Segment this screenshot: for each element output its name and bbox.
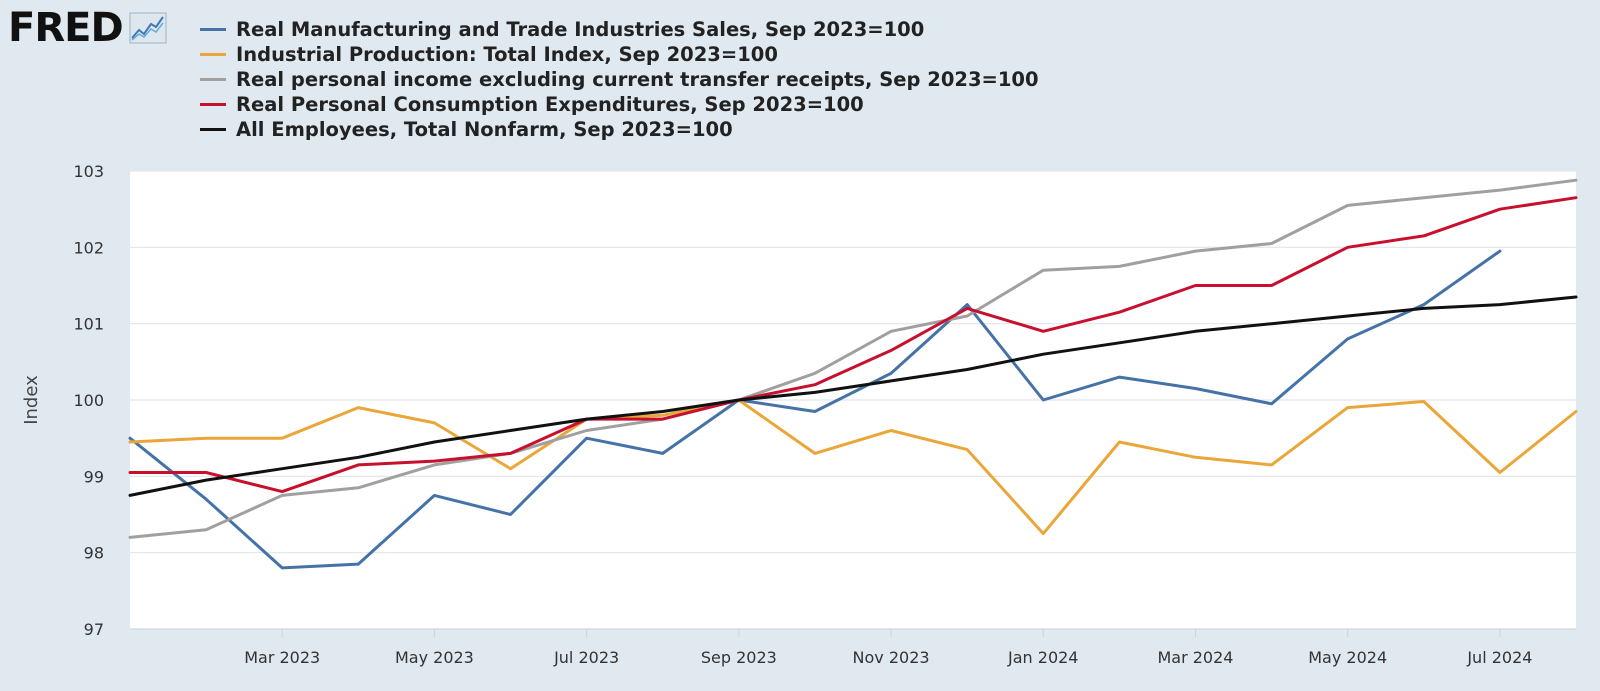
y-tick-label: 99 [84,467,104,486]
legend-item[interactable]: Real Personal Consumption Expenditures, … [200,92,1039,117]
y-tick-label: 101 [73,315,104,334]
fred-logo[interactable]: FRED [8,8,167,48]
x-tick-label: Nov 2023 [853,648,930,667]
series-line-industrial-production-total-index-sep-20[interactable] [128,398,1578,536]
legend-item[interactable]: Real Manufacturing and Trade Industries … [200,17,1039,42]
x-tick-label: Jan 2024 [1007,648,1078,667]
x-tick-label: May 2023 [395,648,474,667]
legend-swatch [200,53,226,56]
legend-item[interactable]: Real personal income excluding current t… [200,67,1039,92]
legend-label: Real Manufacturing and Trade Industries … [236,18,925,41]
logo-text: FRED [8,5,124,51]
y-axis-title: Index [21,375,42,425]
x-tick-label: Mar 2024 [1157,648,1233,667]
x-tick-label: Mar 2023 [244,648,320,667]
legend-label: Real personal income excluding current t… [236,68,1039,91]
legend-label: All Employees, Total Nonfarm, Sep 2023=1… [236,118,733,141]
y-tick-label: 103 [73,162,104,181]
y-tick-label: 102 [73,238,104,257]
x-tick-label: Jul 2023 [553,648,619,667]
legend-swatch [200,128,226,131]
x-tick-label: Jul 2024 [1466,648,1532,667]
series-line-real-personal-consumption-expenditures-s[interactable] [128,196,1578,494]
line-graph-icon [129,12,167,44]
series-line-real-personal-income-excluding-current-t[interactable] [128,178,1578,539]
legend-swatch [200,103,226,106]
chart-legend: Real Manufacturing and Trade Industries … [200,17,1039,142]
series-line-all-employees-total-nonfarm-sep-2023-100[interactable] [128,295,1578,497]
y-tick-label: 98 [84,544,104,563]
legend-swatch [200,78,226,81]
x-tick-label: May 2024 [1308,648,1387,667]
legend-swatch [200,28,226,31]
legend-item[interactable]: Industrial Production: Total Index, Sep … [200,42,1039,67]
y-tick-label: 97 [84,620,104,639]
legend-label: Industrial Production: Total Index, Sep … [236,43,778,66]
series-line-real-manufacturing-and-trade-industries-[interactable] [128,249,1502,570]
legend-item[interactable]: All Employees, Total Nonfarm, Sep 2023=1… [200,117,1039,142]
x-tick-label: Sep 2023 [701,648,777,667]
legend-label: Real Personal Consumption Expenditures, … [236,93,864,116]
y-tick-label: 100 [73,391,104,410]
